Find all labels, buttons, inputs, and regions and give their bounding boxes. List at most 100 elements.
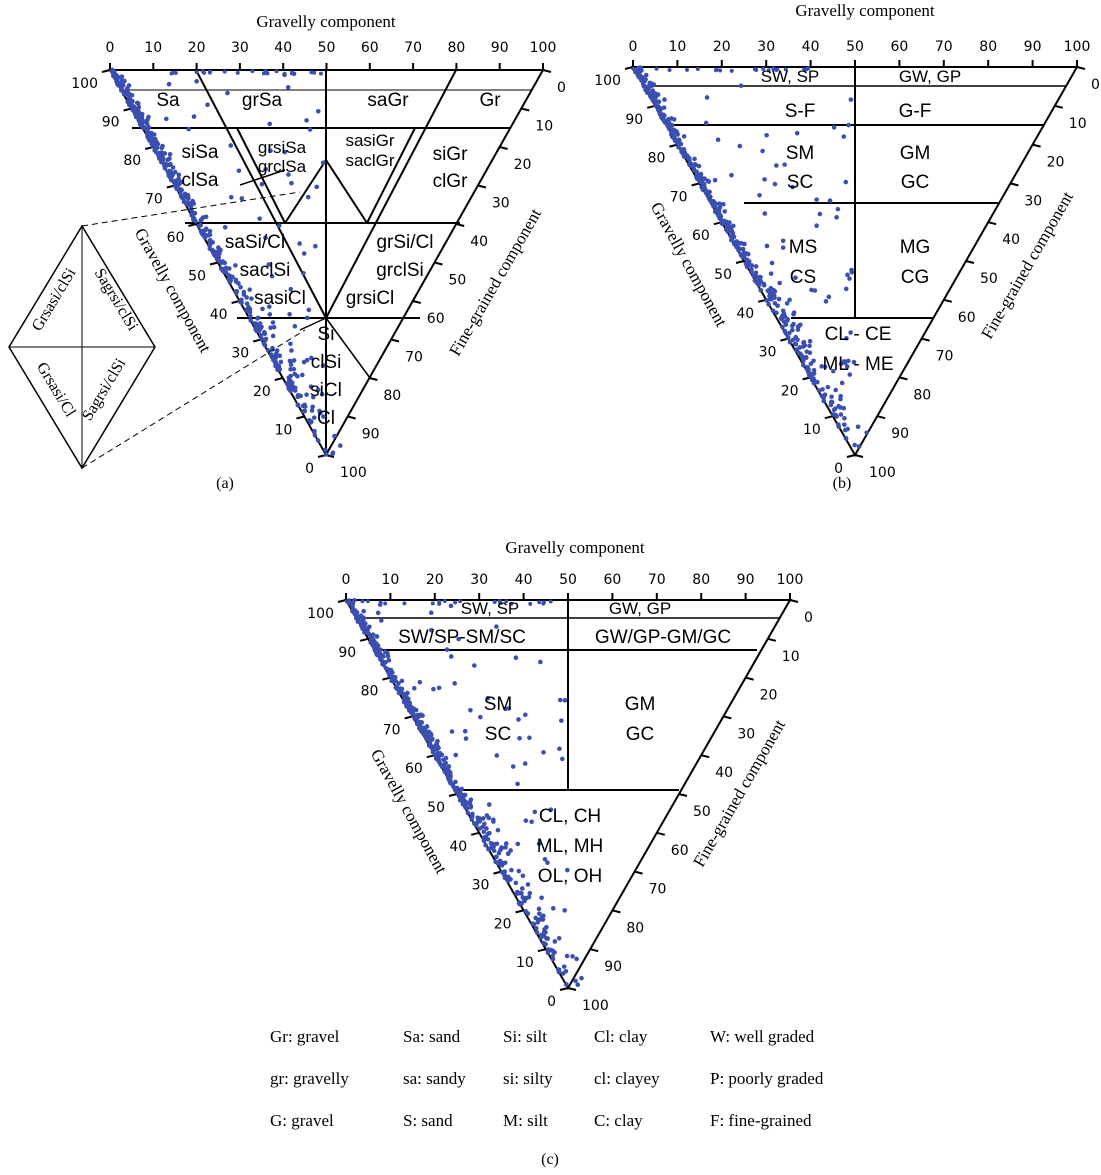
data-point	[409, 711, 415, 716]
data-point	[521, 896, 527, 902]
legend-entry: Cl: clay	[594, 1027, 648, 1046]
data-point	[194, 78, 199, 84]
data-point	[261, 71, 266, 76]
data-point	[443, 760, 448, 766]
data-point	[432, 743, 438, 749]
data-point	[527, 890, 533, 896]
data-point	[396, 690, 402, 696]
zone-label: saclSi	[240, 260, 291, 281]
data-point	[188, 206, 193, 212]
data-point	[310, 394, 316, 400]
tick-label: 0	[1091, 77, 1100, 93]
tick-mark	[274, 377, 284, 381]
data-point	[491, 841, 496, 847]
data-point	[454, 789, 459, 794]
data-point	[228, 143, 234, 148]
data-point	[370, 639, 376, 645]
data-point	[721, 201, 726, 207]
data-point	[855, 424, 861, 430]
data-point	[135, 101, 141, 106]
data-point	[149, 133, 154, 138]
data-point	[798, 322, 803, 328]
tick-mark	[987, 221, 997, 226]
zone-label: clSi	[311, 352, 342, 373]
zone-label: MS	[789, 237, 818, 258]
data-point	[726, 227, 731, 233]
data-point	[287, 311, 292, 317]
data-point	[263, 235, 268, 241]
data-point	[541, 940, 546, 946]
data-point	[548, 599, 553, 604]
data-point	[387, 673, 392, 678]
data-point	[519, 901, 524, 906]
legend-entry: gr: gravelly	[270, 1069, 349, 1088]
tick-label: 90	[1024, 39, 1042, 55]
data-point	[458, 792, 463, 797]
panel-b-top-axis-title: Gravelly component	[795, 1, 935, 20]
data-point	[814, 223, 819, 229]
data-point	[173, 71, 178, 76]
data-point	[319, 391, 325, 397]
data-point	[276, 366, 282, 371]
data-point	[643, 72, 649, 78]
panel-a-line	[325, 159, 368, 224]
data-point	[190, 211, 195, 216]
data-point	[536, 841, 542, 847]
data-point	[560, 971, 566, 976]
data-point	[483, 842, 488, 848]
data-point	[494, 841, 500, 847]
data-point	[191, 201, 197, 206]
data-point	[304, 315, 310, 321]
data-point	[282, 149, 287, 155]
data-point	[338, 443, 343, 448]
tick-label: 60	[361, 40, 379, 56]
data-point	[222, 224, 228, 230]
data-point	[842, 427, 848, 433]
zone-label: SW, SP	[761, 67, 820, 86]
tick-label: 100	[777, 572, 804, 588]
data-point	[292, 323, 298, 329]
tick-label: 0	[629, 39, 638, 55]
tick-label: 10	[381, 572, 399, 588]
panel-a-line	[239, 169, 286, 186]
data-point	[274, 351, 279, 356]
data-point	[713, 68, 718, 73]
zone-label: ML, MH	[537, 836, 604, 857]
data-point	[207, 69, 212, 74]
data-point	[194, 70, 199, 75]
data-point	[814, 197, 819, 202]
abbreviation-legend: Gr: gravel Sa: sand Si: silt Cl: clay W:…	[270, 1027, 824, 1130]
data-point	[110, 70, 115, 75]
tick-label: 100	[582, 998, 609, 1014]
tick-label: 80	[361, 684, 379, 700]
panel-b-right-axis-title: Fine-grained component	[977, 188, 1077, 342]
zone-label: GW, GP	[899, 67, 961, 86]
data-point	[689, 161, 694, 167]
data-point	[806, 370, 811, 376]
data-point	[467, 801, 473, 807]
data-point	[498, 601, 503, 606]
data-point	[469, 814, 475, 819]
zone-label: GC	[626, 724, 655, 745]
data-point	[719, 221, 725, 226]
data-point	[526, 894, 532, 900]
tick-label: 70	[648, 572, 666, 588]
data-point	[487, 830, 492, 836]
data-point	[167, 156, 172, 161]
tick-label: 20	[1047, 155, 1065, 171]
data-point	[238, 299, 243, 305]
zone-label: grSa	[242, 90, 283, 111]
data-point	[380, 661, 385, 667]
data-point	[324, 452, 329, 457]
data-point	[753, 270, 759, 276]
panel-c-top-axis-title: Gravelly component	[505, 538, 645, 557]
data-point	[647, 80, 652, 86]
tick-mark	[1010, 182, 1019, 187]
data-point	[170, 165, 176, 170]
data-point	[522, 761, 528, 766]
data-point	[260, 306, 265, 312]
zone-label: SM	[484, 694, 513, 715]
data-point	[320, 160, 326, 166]
data-point	[297, 241, 302, 246]
data-point	[429, 737, 435, 742]
